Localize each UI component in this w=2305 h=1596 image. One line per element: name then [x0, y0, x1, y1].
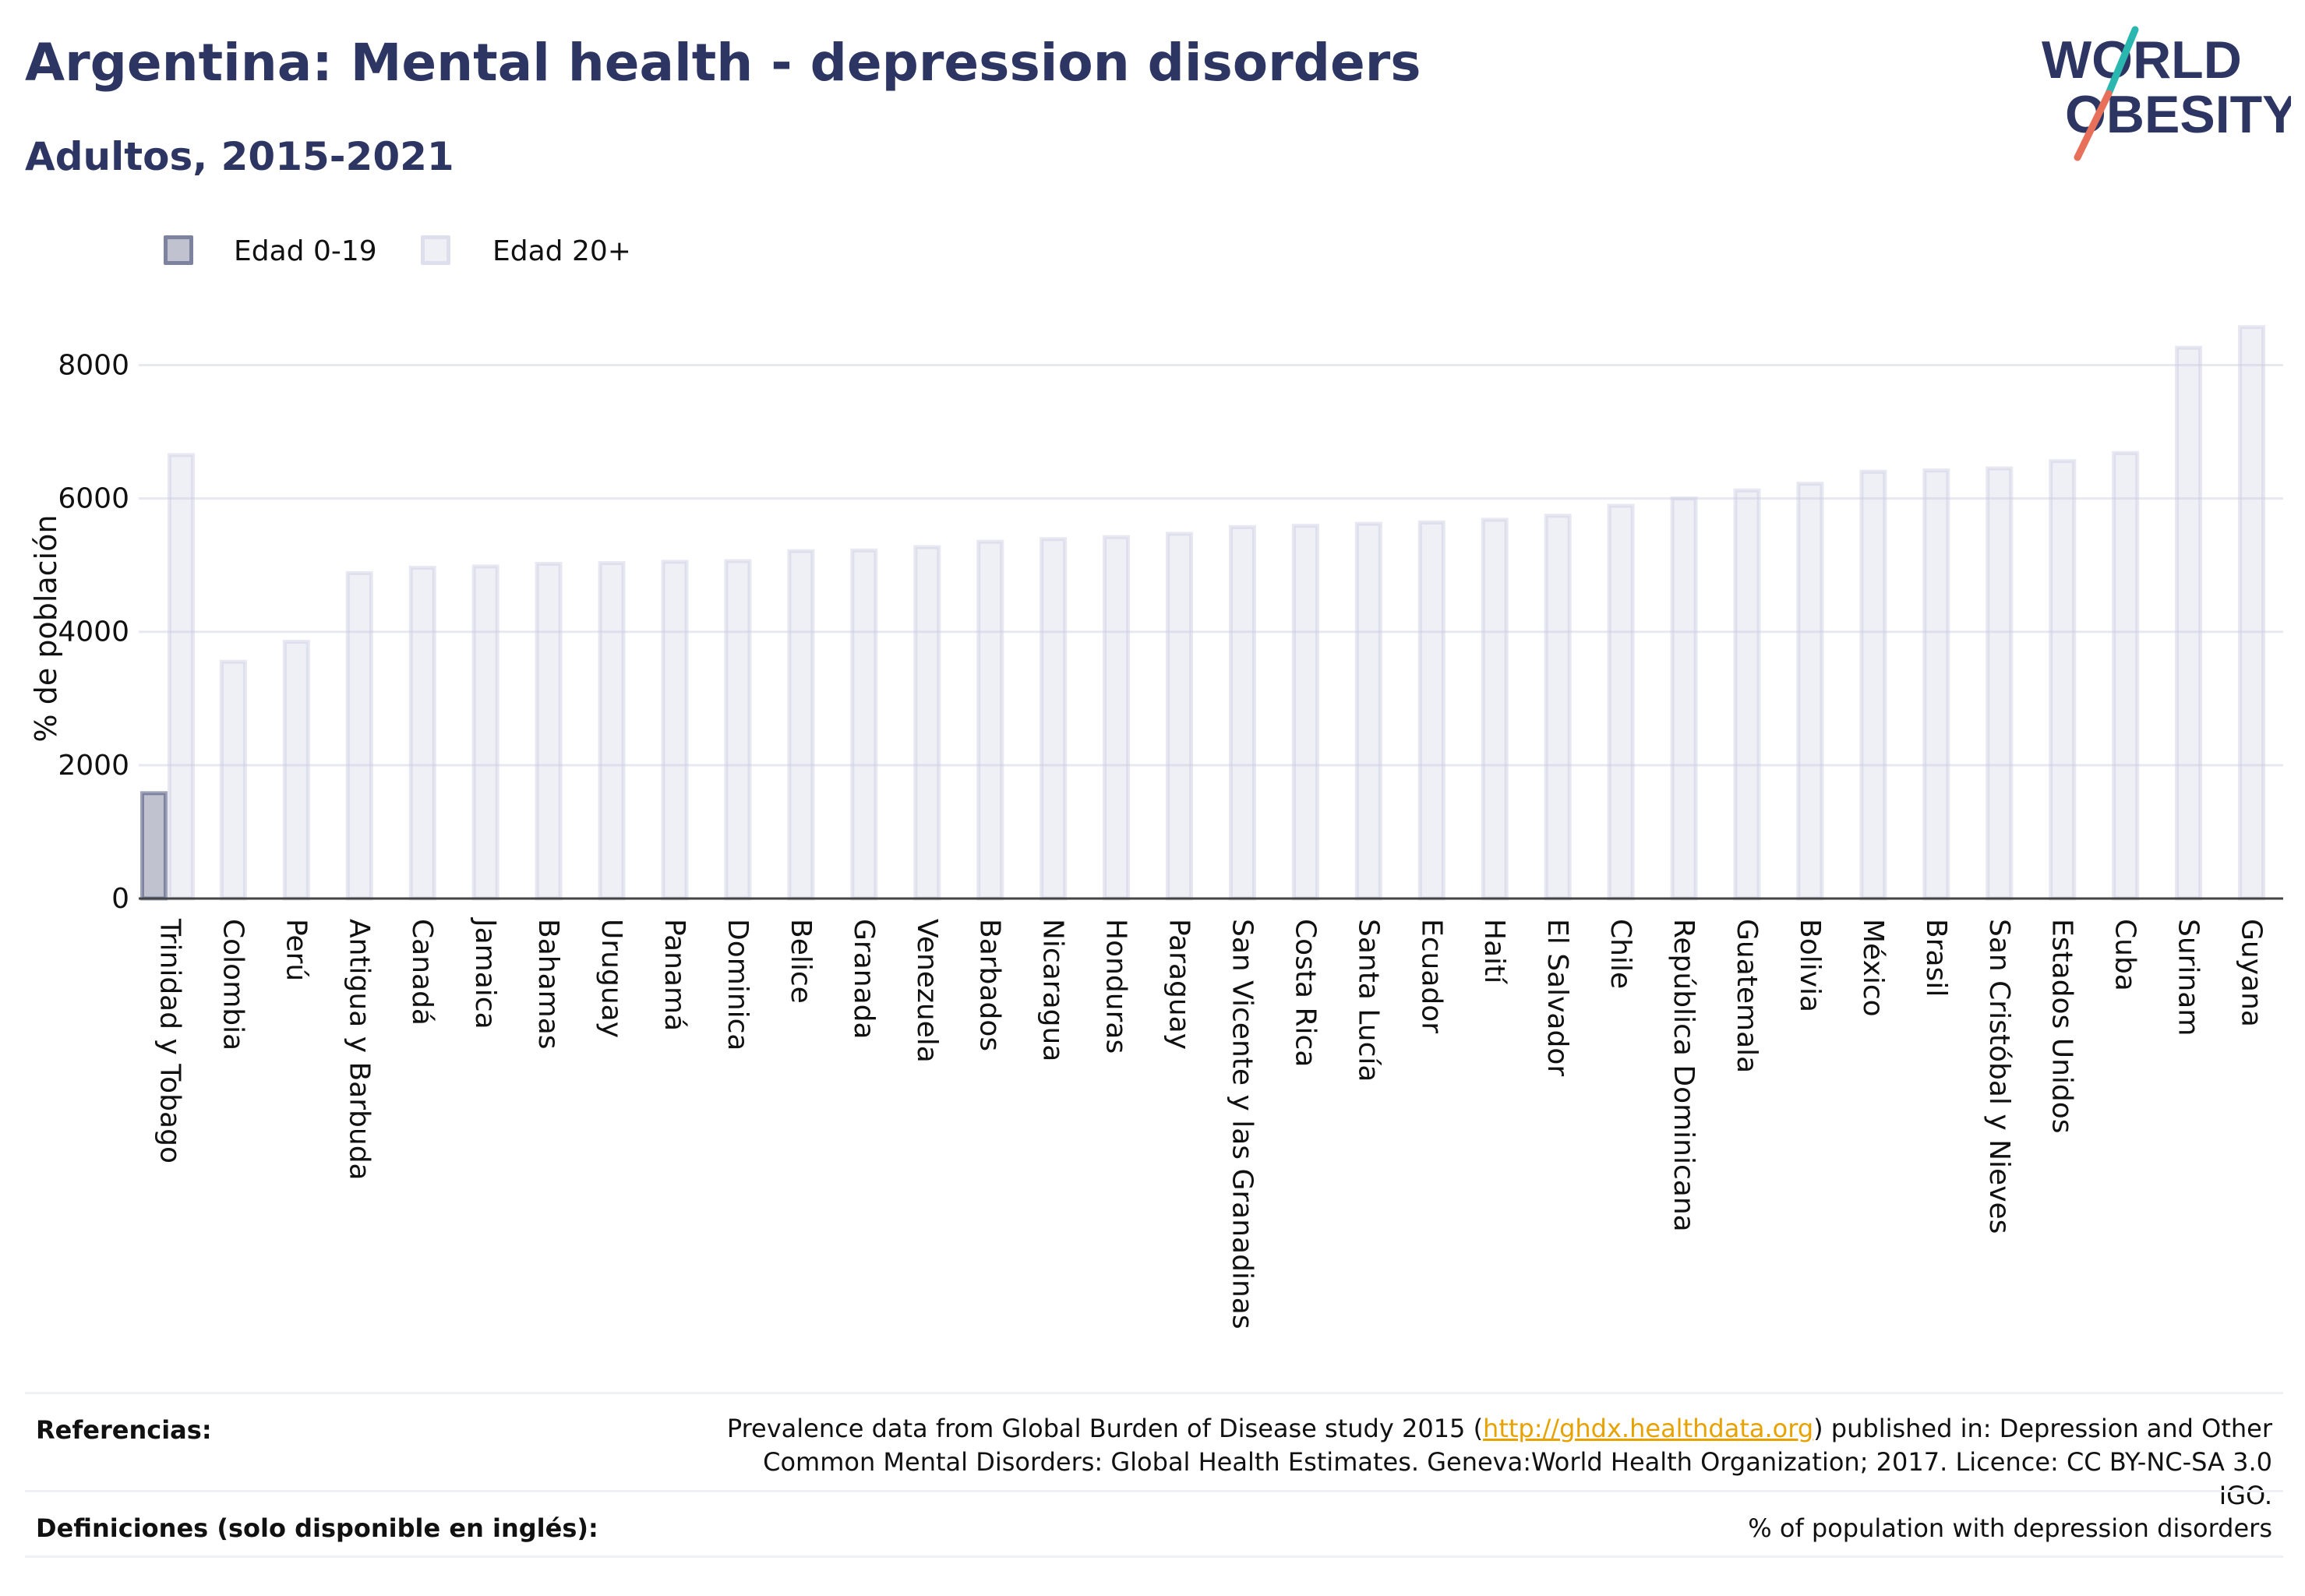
x-tick-label: Honduras: [1100, 919, 1132, 1054]
bar: [1040, 537, 1068, 901]
bar: [2175, 345, 2203, 901]
x-tick-label: Santa Lucía: [1352, 919, 1384, 1082]
footer-divider-bottom: [25, 1555, 2283, 1558]
bar: [1733, 488, 1761, 901]
footer-divider-top: [25, 1392, 2283, 1394]
bar: [2238, 325, 2266, 901]
bar: [1670, 496, 1698, 901]
bar: [219, 659, 247, 901]
bar: [1544, 514, 1572, 901]
bar-chart: 0 2000 4000 6000 8000 Trinidad y Tobago Colomb…: [29, 325, 2283, 1329]
definitions-text: % of population with depression disorder…: [1748, 1513, 2272, 1543]
x-tick-label: Panamá: [658, 919, 690, 1031]
x-tick-label: San Cristóbal y Nieves: [1983, 919, 2015, 1234]
world-obesity-logo: WORLD OBESITY: [2042, 26, 2291, 161]
bar: [2112, 450, 2140, 901]
references-link[interactable]: http://ghdx.healthdata.org: [1483, 1414, 1814, 1443]
bar: [1796, 482, 1824, 901]
x-tick-label: El Salvador: [1541, 919, 1573, 1076]
x-tick-label: Guyana: [2236, 919, 2268, 1027]
bar: [535, 561, 563, 901]
x-tick-label: Perú: [280, 919, 312, 981]
bar: [598, 561, 626, 901]
bar: [167, 453, 195, 901]
bar: [724, 559, 752, 901]
x-tick-label: México: [1857, 919, 1889, 1017]
y-axis-title: % de población: [29, 515, 63, 743]
x-tick-label: Chile: [1604, 919, 1636, 989]
logo-slash-coral: [2074, 90, 2113, 161]
footer-divider-middle: [25, 1490, 2283, 1492]
bar: [1481, 517, 1509, 901]
page-subtitle: Adultos, 2015-2021: [25, 134, 454, 179]
x-tick-label: Haití: [1478, 919, 1510, 984]
bar: [1417, 520, 1445, 901]
legend-label-0-19: Edad 0-19: [234, 235, 377, 267]
x-tick-label: Costa Rica: [1289, 919, 1321, 1067]
x-tick-label: Bahamas: [532, 919, 564, 1050]
bar: [661, 560, 689, 901]
x-tick-label: Belice: [785, 919, 817, 1004]
bar: [913, 545, 941, 901]
logo-word-world: WORLD: [2042, 30, 2242, 90]
logo-word-obesity: OBESITY: [2065, 85, 2291, 144]
bar: [1354, 521, 1382, 901]
x-tick-label: Nicaragua: [1037, 919, 1069, 1061]
x-tick-label: Surinam: [2173, 919, 2204, 1036]
x-tick-label: Jamaica: [469, 917, 501, 1029]
y-tick-label: 2000: [58, 750, 129, 782]
references-pre: Prevalence data from Global Burden of Di…: [726, 1414, 1484, 1443]
bar: [1103, 535, 1131, 901]
x-tick-label: Canadá: [406, 919, 438, 1026]
bar: [1228, 524, 1256, 901]
bar: [1291, 524, 1319, 901]
bar: [976, 539, 1004, 901]
x-tick-label: Venezuela: [911, 919, 943, 1063]
bar: [2049, 459, 2077, 901]
bar: [850, 548, 878, 901]
bar: [408, 566, 436, 901]
x-tick-label: Estados Unidos: [2046, 919, 2078, 1134]
x-tick-label: República Dominicana: [1668, 919, 1700, 1232]
x-tick-label: Cuba: [2109, 919, 2141, 991]
x-tick-label: San Vicente y las Granadinas: [1226, 919, 1258, 1329]
x-tick-label: Trinidad y Tobago: [154, 918, 185, 1163]
references-label: Referencias:: [36, 1415, 212, 1445]
x-tick-label: Ecuador: [1415, 919, 1447, 1033]
x-tick-label: Colombia: [217, 919, 249, 1050]
x-tick-label: Antigua y Barbuda: [343, 919, 375, 1181]
legend-label-20-plus: Edad 20+: [492, 235, 631, 267]
bar: [471, 564, 499, 901]
bar: [1986, 466, 2014, 901]
bar: [1922, 468, 1950, 901]
x-tick-label: Paraguay: [1163, 919, 1195, 1050]
bar: [139, 791, 168, 901]
bar: [1166, 531, 1194, 901]
x-tick-label: Barbados: [974, 919, 1006, 1051]
y-tick-label: 6000: [58, 483, 129, 515]
x-tick-label: Uruguay: [595, 919, 627, 1038]
legend-swatch-20-plus: [421, 235, 450, 265]
bar: [1859, 469, 1887, 901]
x-tick-label: Brasil: [1920, 919, 1952, 997]
bar: [282, 640, 310, 901]
y-tick-label: 8000: [58, 349, 129, 381]
x-tick-label: Bolivia: [1794, 919, 1826, 1012]
x-tick-label: Guatemala: [1731, 919, 1763, 1073]
bar: [345, 570, 373, 901]
logo-slash-teal: [2105, 26, 2139, 97]
page-title: Argentina: Mental health - depression di…: [25, 33, 1421, 93]
legend-swatch-0-19: [164, 235, 193, 265]
x-tick-label: Dominica: [722, 919, 754, 1051]
references-post: ) published in: Depression and Other Com…: [763, 1414, 2272, 1510]
definitions-label: Definiciones (solo disponible en inglés)…: [36, 1513, 598, 1543]
bar: [787, 549, 815, 901]
y-tick-label: 4000: [58, 616, 129, 648]
references-text: Prevalence data from Global Burden of Di…: [714, 1412, 2272, 1513]
bar: [1607, 503, 1635, 901]
x-tick-label: Granada: [848, 919, 880, 1040]
y-tick-label: 0: [111, 883, 129, 915]
